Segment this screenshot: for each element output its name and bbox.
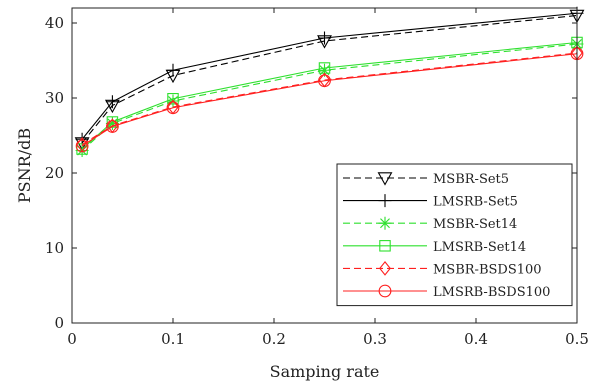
y-tick-label: 0 [54, 314, 64, 332]
x-tick-label: 0 [67, 330, 77, 348]
axes-frame [71, 7, 578, 324]
legend-marker [378, 194, 392, 208]
y-tick-label: 20 [45, 164, 64, 182]
legend-entry: MSBR-BSDS100 [343, 261, 542, 277]
data-point [106, 120, 119, 133]
legend-label: MSBR-Set5 [433, 172, 509, 187]
data-point [106, 116, 119, 128]
data-point [166, 101, 180, 115]
legend-entry: MSBR-Set5 [343, 172, 509, 187]
legend-entry: LMSRB-Set14 [343, 240, 526, 255]
data-point [105, 95, 119, 109]
x-tick-label: 0.4 [464, 330, 488, 348]
legend-entry: LMSRB-BSDS100 [343, 284, 550, 300]
data-point [167, 93, 179, 105]
axes-layer: 0 0.1 0.2 0.3 0.4 0.5 0 10 20 30 40 [45, 7, 589, 348]
data-point [76, 137, 89, 152]
legend-label: LMSRB-Set14 [433, 240, 526, 255]
series-1 [75, 6, 584, 146]
y-axis-label: PSNR/dB [15, 128, 34, 203]
legend-marker [378, 284, 392, 298]
y-tick-label: 40 [45, 14, 64, 32]
x-tick-label: 0.2 [262, 330, 286, 348]
series-line [81, 41, 578, 150]
x-tick-label: 0.1 [161, 330, 185, 348]
data-point [166, 63, 180, 77]
legend-marker [379, 261, 391, 276]
data-point [318, 63, 331, 77]
series-line [81, 53, 578, 147]
legend-label: LMSRB-BSDS100 [433, 285, 550, 300]
legend-marker [377, 172, 393, 186]
x-axis-label: Samping rate [270, 362, 380, 381]
legend-box [336, 163, 573, 307]
legend-label: MSBR-Set14 [433, 217, 517, 232]
legend-entry: LMSRB-Set5 [343, 194, 518, 210]
y-tick-label: 10 [45, 239, 64, 257]
data-point [318, 31, 331, 45]
data-point [75, 139, 89, 153]
legend: MSBR-Set5 LMSRB-Set5 MSBR-Set14 LMSRB-Set14… [336, 163, 573, 307]
data-point [318, 74, 331, 88]
series-layer [74, 6, 585, 157]
legend-entry: MSBR-Set14 [343, 216, 517, 232]
legend-label: LMSRB-Set5 [433, 195, 518, 210]
legend-marker [379, 240, 391, 252]
legend-marker [378, 216, 392, 230]
x-tick-label: 0.5 [565, 330, 589, 348]
y-tick-label: 30 [45, 89, 64, 107]
data-point [105, 117, 119, 130]
series-line [81, 52, 578, 145]
x-tick-label: 0.3 [363, 330, 387, 348]
legend-label: MSBR-BSDS100 [433, 262, 542, 277]
series-5 [75, 47, 584, 153]
